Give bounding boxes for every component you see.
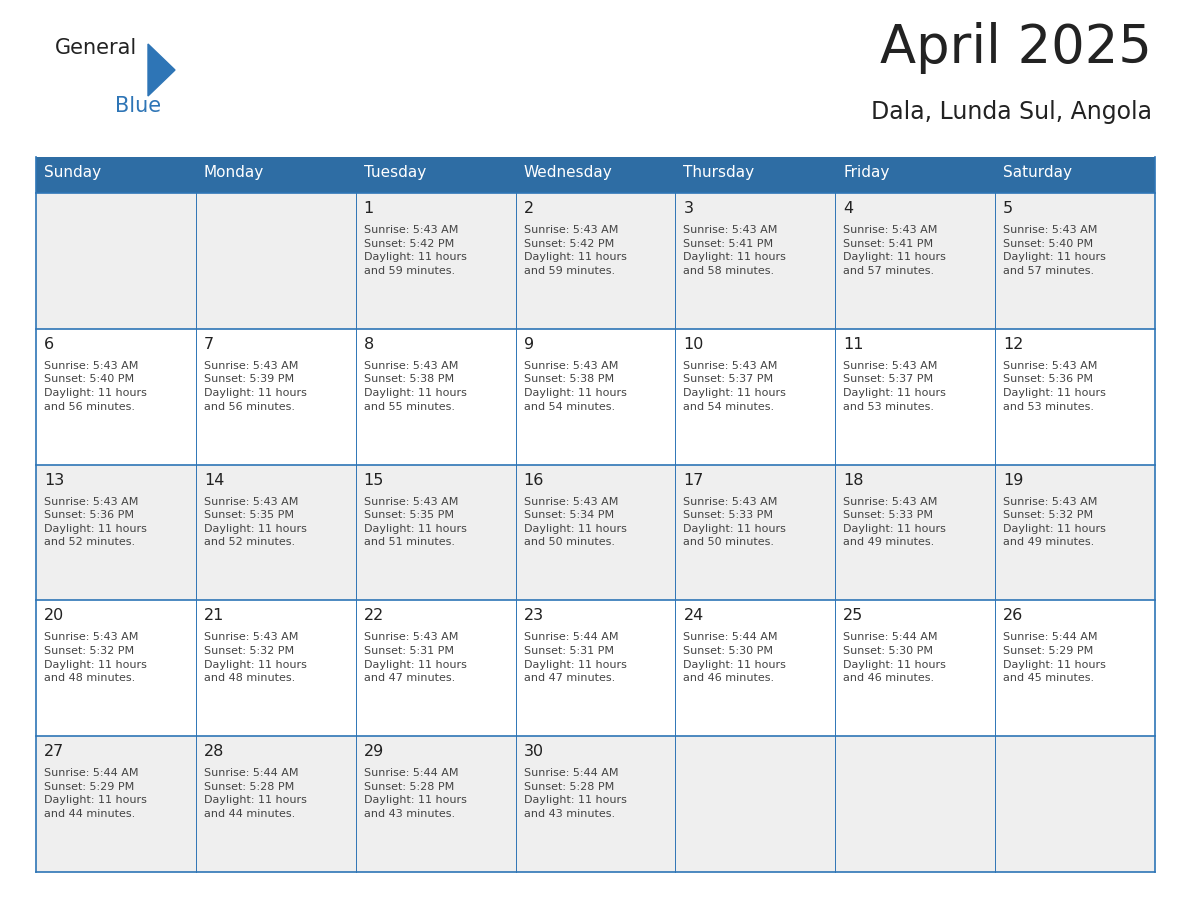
- Text: 20: 20: [44, 609, 64, 623]
- Text: Sunrise: 5:43 AM
Sunset: 5:35 PM
Daylight: 11 hours
and 51 minutes.: Sunrise: 5:43 AM Sunset: 5:35 PM Dayligh…: [364, 497, 467, 547]
- Text: 3: 3: [683, 201, 694, 216]
- Text: 16: 16: [524, 473, 544, 487]
- Text: April 2025: April 2025: [880, 22, 1152, 74]
- Text: Sunrise: 5:43 AM
Sunset: 5:36 PM
Daylight: 11 hours
and 52 minutes.: Sunrise: 5:43 AM Sunset: 5:36 PM Dayligh…: [44, 497, 147, 547]
- Text: Sunrise: 5:43 AM
Sunset: 5:38 PM
Daylight: 11 hours
and 54 minutes.: Sunrise: 5:43 AM Sunset: 5:38 PM Dayligh…: [524, 361, 626, 411]
- Text: Sunrise: 5:43 AM
Sunset: 5:42 PM
Daylight: 11 hours
and 59 minutes.: Sunrise: 5:43 AM Sunset: 5:42 PM Dayligh…: [364, 225, 467, 275]
- Text: 1: 1: [364, 201, 374, 216]
- Text: 25: 25: [843, 609, 864, 623]
- Text: 14: 14: [204, 473, 225, 487]
- Text: 23: 23: [524, 609, 544, 623]
- Text: 24: 24: [683, 609, 703, 623]
- Text: 18: 18: [843, 473, 864, 487]
- Text: 11: 11: [843, 337, 864, 352]
- Text: General: General: [55, 38, 138, 58]
- Text: 13: 13: [44, 473, 64, 487]
- Text: Sunrise: 5:43 AM
Sunset: 5:38 PM
Daylight: 11 hours
and 55 minutes.: Sunrise: 5:43 AM Sunset: 5:38 PM Dayligh…: [364, 361, 467, 411]
- Text: Blue: Blue: [115, 96, 162, 116]
- Text: 26: 26: [1003, 609, 1023, 623]
- Text: Sunrise: 5:43 AM
Sunset: 5:37 PM
Daylight: 11 hours
and 53 minutes.: Sunrise: 5:43 AM Sunset: 5:37 PM Dayligh…: [843, 361, 946, 411]
- Text: 9: 9: [524, 337, 533, 352]
- Text: Sunrise: 5:44 AM
Sunset: 5:28 PM
Daylight: 11 hours
and 43 minutes.: Sunrise: 5:44 AM Sunset: 5:28 PM Dayligh…: [524, 768, 626, 819]
- Text: Sunrise: 5:43 AM
Sunset: 5:33 PM
Daylight: 11 hours
and 50 minutes.: Sunrise: 5:43 AM Sunset: 5:33 PM Dayligh…: [683, 497, 786, 547]
- Text: Sunrise: 5:43 AM
Sunset: 5:31 PM
Daylight: 11 hours
and 47 minutes.: Sunrise: 5:43 AM Sunset: 5:31 PM Dayligh…: [364, 633, 467, 683]
- Text: 7: 7: [204, 337, 214, 352]
- Text: Sunrise: 5:44 AM
Sunset: 5:30 PM
Daylight: 11 hours
and 46 minutes.: Sunrise: 5:44 AM Sunset: 5:30 PM Dayligh…: [843, 633, 946, 683]
- Text: Monday: Monday: [204, 165, 264, 181]
- Text: 22: 22: [364, 609, 384, 623]
- Text: Dala, Lunda Sul, Angola: Dala, Lunda Sul, Angola: [871, 100, 1152, 124]
- Text: Sunrise: 5:44 AM
Sunset: 5:30 PM
Daylight: 11 hours
and 46 minutes.: Sunrise: 5:44 AM Sunset: 5:30 PM Dayligh…: [683, 633, 786, 683]
- Text: Sunrise: 5:43 AM
Sunset: 5:41 PM
Daylight: 11 hours
and 57 minutes.: Sunrise: 5:43 AM Sunset: 5:41 PM Dayligh…: [843, 225, 946, 275]
- Bar: [36, 465, 1155, 600]
- Text: Sunrise: 5:44 AM
Sunset: 5:31 PM
Daylight: 11 hours
and 47 minutes.: Sunrise: 5:44 AM Sunset: 5:31 PM Dayligh…: [524, 633, 626, 683]
- Text: 15: 15: [364, 473, 384, 487]
- Text: 5: 5: [1003, 201, 1013, 216]
- Text: Thursday: Thursday: [683, 165, 754, 181]
- Text: 8: 8: [364, 337, 374, 352]
- Bar: [36, 329, 1155, 465]
- Bar: [36, 600, 1155, 736]
- Text: Sunrise: 5:43 AM
Sunset: 5:33 PM
Daylight: 11 hours
and 49 minutes.: Sunrise: 5:43 AM Sunset: 5:33 PM Dayligh…: [843, 497, 946, 547]
- Text: Sunrise: 5:43 AM
Sunset: 5:32 PM
Daylight: 11 hours
and 49 minutes.: Sunrise: 5:43 AM Sunset: 5:32 PM Dayligh…: [1003, 497, 1106, 547]
- Text: 29: 29: [364, 744, 384, 759]
- Text: Sunrise: 5:43 AM
Sunset: 5:32 PM
Daylight: 11 hours
and 48 minutes.: Sunrise: 5:43 AM Sunset: 5:32 PM Dayligh…: [204, 633, 307, 683]
- Text: Sunrise: 5:43 AM
Sunset: 5:40 PM
Daylight: 11 hours
and 57 minutes.: Sunrise: 5:43 AM Sunset: 5:40 PM Dayligh…: [1003, 225, 1106, 275]
- Text: Sunrise: 5:44 AM
Sunset: 5:29 PM
Daylight: 11 hours
and 45 minutes.: Sunrise: 5:44 AM Sunset: 5:29 PM Dayligh…: [1003, 633, 1106, 683]
- Text: 17: 17: [683, 473, 703, 487]
- Bar: [36, 193, 1155, 329]
- Text: Sunrise: 5:44 AM
Sunset: 5:29 PM
Daylight: 11 hours
and 44 minutes.: Sunrise: 5:44 AM Sunset: 5:29 PM Dayligh…: [44, 768, 147, 819]
- Text: 2: 2: [524, 201, 533, 216]
- Text: 27: 27: [44, 744, 64, 759]
- Text: Sunrise: 5:43 AM
Sunset: 5:34 PM
Daylight: 11 hours
and 50 minutes.: Sunrise: 5:43 AM Sunset: 5:34 PM Dayligh…: [524, 497, 626, 547]
- Bar: [36, 736, 1155, 872]
- Text: 12: 12: [1003, 337, 1024, 352]
- Text: 19: 19: [1003, 473, 1024, 487]
- Text: Sunrise: 5:44 AM
Sunset: 5:28 PM
Daylight: 11 hours
and 44 minutes.: Sunrise: 5:44 AM Sunset: 5:28 PM Dayligh…: [204, 768, 307, 819]
- Text: Tuesday: Tuesday: [364, 165, 426, 181]
- Text: Sunrise: 5:43 AM
Sunset: 5:37 PM
Daylight: 11 hours
and 54 minutes.: Sunrise: 5:43 AM Sunset: 5:37 PM Dayligh…: [683, 361, 786, 411]
- Text: Sunrise: 5:43 AM
Sunset: 5:40 PM
Daylight: 11 hours
and 56 minutes.: Sunrise: 5:43 AM Sunset: 5:40 PM Dayligh…: [44, 361, 147, 411]
- Text: Sunrise: 5:43 AM
Sunset: 5:36 PM
Daylight: 11 hours
and 53 minutes.: Sunrise: 5:43 AM Sunset: 5:36 PM Dayligh…: [1003, 361, 1106, 411]
- Text: 30: 30: [524, 744, 544, 759]
- Text: Sunday: Sunday: [44, 165, 101, 181]
- Text: 4: 4: [843, 201, 853, 216]
- Text: 21: 21: [204, 609, 225, 623]
- Text: Sunrise: 5:44 AM
Sunset: 5:28 PM
Daylight: 11 hours
and 43 minutes.: Sunrise: 5:44 AM Sunset: 5:28 PM Dayligh…: [364, 768, 467, 819]
- Text: Saturday: Saturday: [1003, 165, 1072, 181]
- Text: Sunrise: 5:43 AM
Sunset: 5:41 PM
Daylight: 11 hours
and 58 minutes.: Sunrise: 5:43 AM Sunset: 5:41 PM Dayligh…: [683, 225, 786, 275]
- Text: Sunrise: 5:43 AM
Sunset: 5:39 PM
Daylight: 11 hours
and 56 minutes.: Sunrise: 5:43 AM Sunset: 5:39 PM Dayligh…: [204, 361, 307, 411]
- Text: Sunrise: 5:43 AM
Sunset: 5:42 PM
Daylight: 11 hours
and 59 minutes.: Sunrise: 5:43 AM Sunset: 5:42 PM Dayligh…: [524, 225, 626, 275]
- Text: 10: 10: [683, 337, 703, 352]
- Text: Sunrise: 5:43 AM
Sunset: 5:32 PM
Daylight: 11 hours
and 48 minutes.: Sunrise: 5:43 AM Sunset: 5:32 PM Dayligh…: [44, 633, 147, 683]
- Text: Friday: Friday: [843, 165, 890, 181]
- Text: Wednesday: Wednesday: [524, 165, 612, 181]
- Polygon shape: [148, 44, 175, 96]
- Text: 6: 6: [44, 337, 55, 352]
- Bar: [36, 157, 1155, 193]
- Text: 28: 28: [204, 744, 225, 759]
- Text: Sunrise: 5:43 AM
Sunset: 5:35 PM
Daylight: 11 hours
and 52 minutes.: Sunrise: 5:43 AM Sunset: 5:35 PM Dayligh…: [204, 497, 307, 547]
